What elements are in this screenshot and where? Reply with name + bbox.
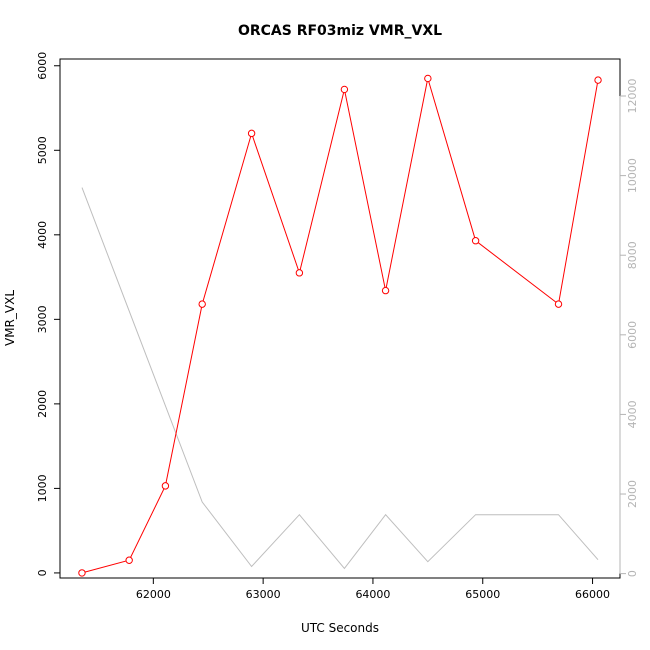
secondary-series-line (81, 187, 599, 570)
y-tick-label: 4000 (36, 221, 49, 249)
y-tick-label: 5000 (36, 136, 49, 164)
x-axis-title: UTC Seconds (301, 621, 379, 635)
data-point (471, 237, 480, 245)
y2-tick-label: 6000 (626, 321, 639, 349)
y2-tick-label: 12000 (626, 79, 639, 114)
y2-tick-label: 0 (626, 570, 639, 577)
data-point (594, 76, 602, 84)
x-tick-label: 62000 (136, 588, 171, 601)
data-point (554, 300, 563, 308)
y-tick-label: 2000 (36, 390, 49, 418)
x-tick-label: 66000 (575, 588, 610, 601)
data-point (198, 300, 206, 308)
y-tick-label: 6000 (36, 52, 49, 80)
y-tick-label: 0 (36, 569, 49, 576)
data-point (381, 286, 390, 295)
data-point (247, 129, 256, 138)
data-point (424, 74, 432, 83)
y2-tick-label: 8000 (626, 241, 639, 269)
data-point (161, 482, 170, 490)
data-point (125, 556, 133, 564)
series-layer (78, 74, 602, 577)
y2-tick-label: 2000 (626, 480, 639, 508)
primary-series-line (81, 78, 599, 574)
data-point (340, 85, 349, 94)
x-axis: 62000 63000 64000 65000 66000 (136, 577, 610, 601)
data-point (295, 269, 304, 277)
y-axis-title: VMR_VXL (3, 290, 17, 346)
y-tick-label: 1000 (36, 474, 49, 502)
y-axis-left: 0 1000 2000 3000 4000 5000 6000 (36, 52, 61, 576)
plot-frame (59, 58, 621, 579)
data-point (78, 569, 86, 577)
x-tick-label: 64000 (355, 588, 390, 601)
chart-title: ORCAS RF03miz VMR_VXL (238, 23, 442, 39)
x-tick-label: 65000 (465, 588, 500, 601)
x-tick-label: 63000 (246, 588, 281, 601)
y2-tick-label: 10000 (626, 158, 639, 193)
y2-tick-label: 4000 (626, 400, 639, 428)
y-tick-label: 3000 (36, 305, 49, 333)
y-axis-right: 0 2000 4000 6000 8000 10000 12000 (619, 79, 639, 577)
